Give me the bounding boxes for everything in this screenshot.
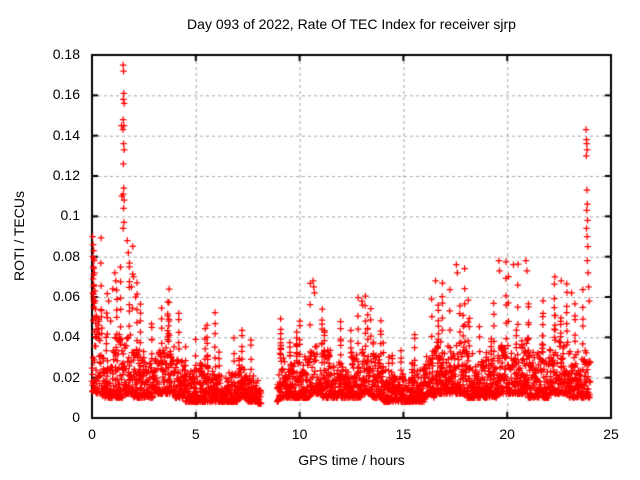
x-tick-label: 20	[499, 426, 515, 442]
x-tick-label: 5	[191, 426, 200, 442]
y-tick-label: 0.06	[52, 288, 80, 304]
y-tick-label: 0.18	[52, 46, 80, 62]
y-axis-title: ROTI / TECUs	[11, 191, 27, 281]
y-tick-label: 0.16	[52, 86, 80, 103]
y-tick-label: 0.12	[52, 167, 80, 183]
y-tick-label: 0.08	[52, 247, 80, 264]
x-tick-label: 25	[603, 426, 619, 442]
x-tick-label: 10	[291, 426, 308, 442]
y-tick-label: 0.14	[52, 126, 80, 143]
y-tick-label: 0.02	[52, 368, 80, 385]
x-tick-label: 0	[88, 426, 96, 442]
y-tick-label: 0	[72, 409, 80, 425]
y-tick-label: 0.1	[60, 207, 80, 224]
x-tick-label: 15	[395, 426, 412, 442]
x-axis-title: GPS time / hours	[298, 452, 405, 468]
y-tick-label: 0.04	[52, 328, 80, 345]
chart-title: Day 093 of 2022, Rate Of TEC Index for r…	[187, 16, 516, 32]
